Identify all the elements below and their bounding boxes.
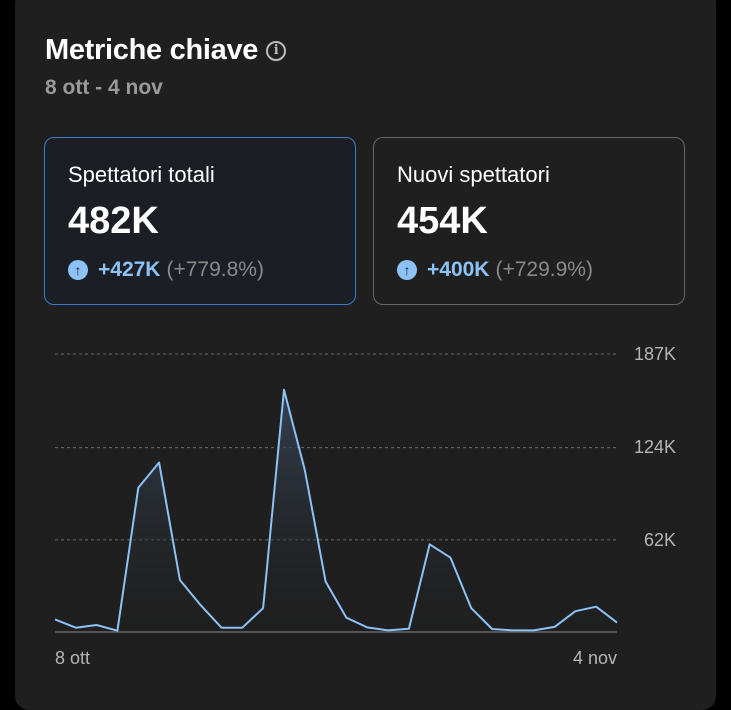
y-tick-label: 62K bbox=[644, 530, 676, 550]
x-tick-label: 4 nov bbox=[573, 648, 617, 668]
chart-area-fill bbox=[55, 390, 617, 632]
x-tick-label: 8 ott bbox=[55, 648, 90, 668]
y-tick-label: 187K bbox=[634, 344, 676, 364]
y-tick-label: 124K bbox=[634, 437, 676, 457]
